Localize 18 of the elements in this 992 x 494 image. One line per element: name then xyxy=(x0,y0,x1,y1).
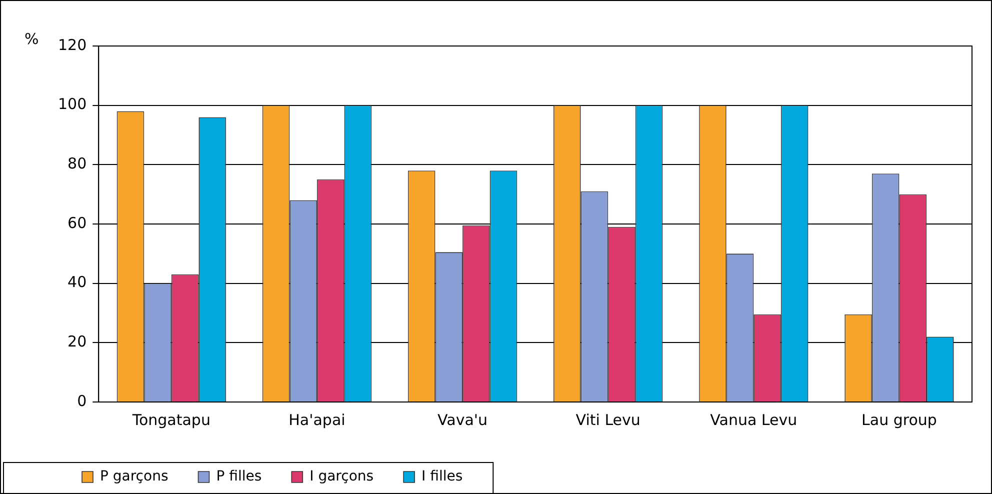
y-tick-label: 0 xyxy=(77,392,87,410)
x-tick-label: Ha'apai xyxy=(288,410,346,429)
x-tick-label: Vanua Levu xyxy=(710,410,798,429)
y-tick-label: 20 xyxy=(68,332,87,351)
legend-label: P garçons xyxy=(100,468,168,485)
y-tick-label: 80 xyxy=(68,154,87,173)
y-tick-label: 60 xyxy=(68,214,87,232)
x-tick-label: Tongatapu xyxy=(131,410,210,429)
legend-label: P filles xyxy=(216,468,262,485)
x-tick-label: Vava'u xyxy=(438,410,488,429)
x-tick-label: Lau group xyxy=(862,410,937,429)
legend-label: I garçons xyxy=(310,468,374,485)
y-tick-label: 40 xyxy=(68,273,87,292)
y-tick-label: 120 xyxy=(58,36,87,54)
y-axis-title: % xyxy=(24,30,39,48)
y-tick-label: 100 xyxy=(58,95,87,114)
x-tick-label: Viti Levu xyxy=(576,410,640,429)
legend-label: I filles xyxy=(422,468,463,485)
